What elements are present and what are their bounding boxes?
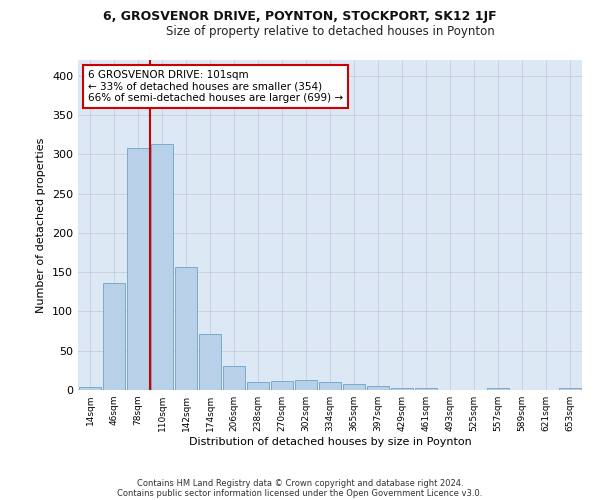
Bar bbox=[487, 388, 509, 390]
Bar bbox=[391, 388, 413, 390]
Bar bbox=[343, 384, 365, 390]
Text: 6 GROSVENOR DRIVE: 101sqm
← 33% of detached houses are smaller (354)
66% of semi: 6 GROSVENOR DRIVE: 101sqm ← 33% of detac… bbox=[88, 70, 343, 103]
Bar bbox=[79, 387, 101, 390]
Y-axis label: Number of detached properties: Number of detached properties bbox=[37, 138, 46, 312]
Bar bbox=[127, 148, 149, 390]
Bar bbox=[103, 283, 125, 390]
Bar bbox=[223, 366, 245, 390]
Bar bbox=[151, 144, 173, 390]
Bar bbox=[367, 386, 389, 390]
Bar bbox=[415, 388, 437, 390]
Bar bbox=[319, 382, 341, 390]
Bar bbox=[199, 334, 221, 390]
Text: Contains HM Land Registry data © Crown copyright and database right 2024.: Contains HM Land Registry data © Crown c… bbox=[137, 478, 463, 488]
Bar bbox=[295, 380, 317, 390]
X-axis label: Distribution of detached houses by size in Poynton: Distribution of detached houses by size … bbox=[188, 437, 472, 447]
Text: 6, GROSVENOR DRIVE, POYNTON, STOCKPORT, SK12 1JF: 6, GROSVENOR DRIVE, POYNTON, STOCKPORT, … bbox=[103, 10, 497, 23]
Bar bbox=[559, 388, 581, 390]
Text: Contains public sector information licensed under the Open Government Licence v3: Contains public sector information licen… bbox=[118, 488, 482, 498]
Bar bbox=[247, 382, 269, 390]
Bar bbox=[175, 268, 197, 390]
Title: Size of property relative to detached houses in Poynton: Size of property relative to detached ho… bbox=[166, 25, 494, 38]
Bar bbox=[271, 380, 293, 390]
